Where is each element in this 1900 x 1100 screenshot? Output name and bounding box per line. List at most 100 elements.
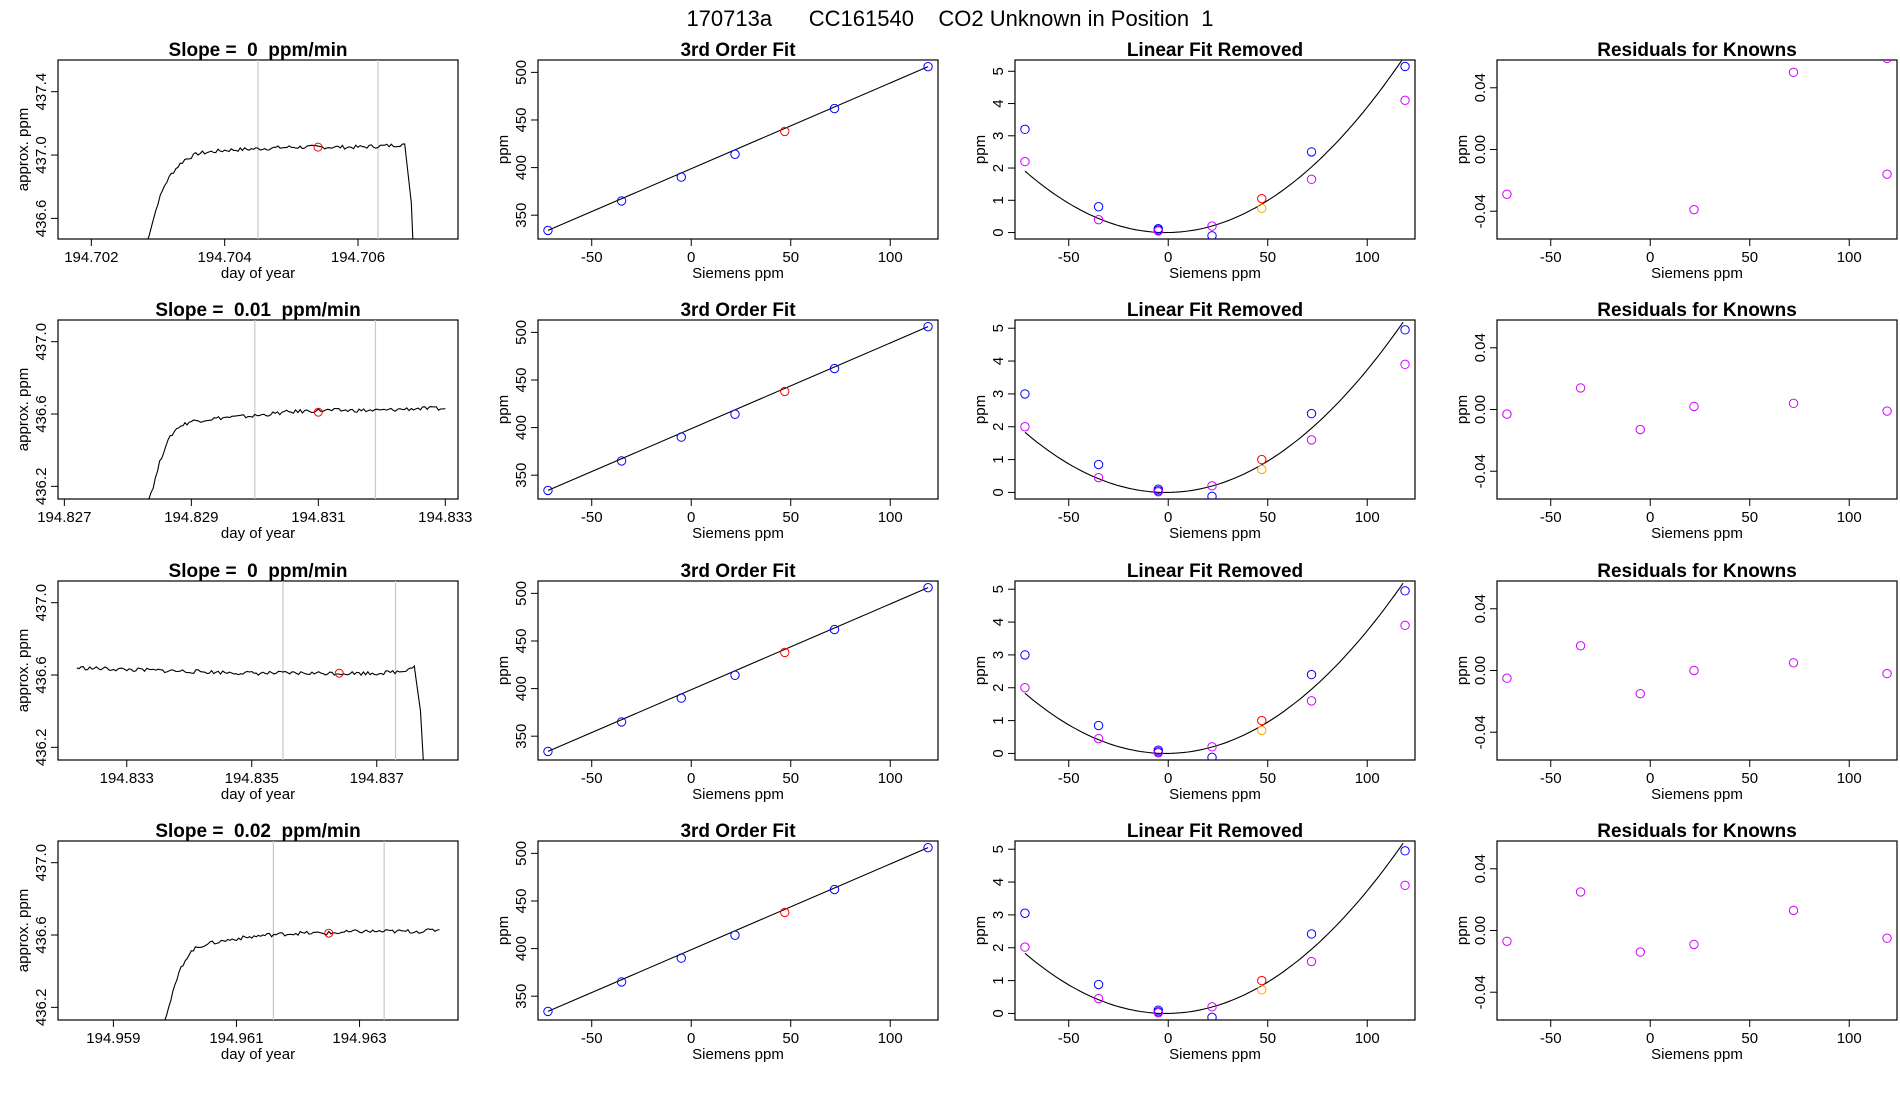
x-axis-label: Siemens ppm	[692, 786, 784, 803]
x-tick-label: 50	[1741, 509, 1758, 526]
y-tick-label: 450	[513, 888, 530, 913]
panel-r1c2: 3rd Order Fit -50 0 50 100 350 400 450 500 Siemen…	[495, 40, 939, 282]
y-tick-label: 4	[990, 878, 1007, 886]
known-point	[829, 624, 840, 635]
known-point	[1400, 61, 1410, 72]
signal-trace	[164, 928, 440, 1020]
purple-point	[1306, 435, 1317, 445]
x-tick-label: -50	[1540, 1030, 1562, 1047]
x-tick-label: 194.959	[86, 1030, 140, 1047]
purple-point	[1207, 481, 1217, 491]
x-tick-label: 194.704	[198, 249, 252, 266]
known-point	[1400, 586, 1410, 596]
unknown-point	[780, 386, 790, 397]
x-tick-label: 194.837	[350, 770, 404, 787]
x-tick-label: 194.835	[225, 770, 279, 787]
purple-point	[1575, 641, 1586, 651]
purple-point	[1788, 658, 1799, 668]
purple-point	[1882, 60, 1892, 64]
y-tick-label: 0.04	[1472, 854, 1489, 883]
plot-frame	[537, 59, 939, 240]
known-point	[1153, 223, 1163, 234]
x-tick-label: -50	[581, 1030, 603, 1047]
y-tick-label: 350	[513, 724, 530, 749]
plot-area	[148, 320, 446, 499]
unknown-point	[780, 907, 790, 918]
known-point	[676, 953, 686, 963]
known-point	[730, 670, 740, 680]
fit-line	[547, 847, 929, 1012]
x-tick-label: -50	[1058, 1030, 1080, 1047]
x-tick-label: 100	[1837, 770, 1862, 787]
purple-point	[1400, 95, 1410, 106]
known-point	[1153, 484, 1163, 494]
plot-area	[1020, 582, 1410, 760]
x-tick-label: 0	[1164, 249, 1172, 266]
x-tick-label: -50	[581, 249, 603, 266]
x-tick-label: 50	[1741, 770, 1758, 787]
known-point	[543, 225, 553, 236]
y-tick-label: 436.6	[33, 200, 50, 238]
known-point	[1020, 650, 1030, 660]
y-tick-label: 450	[513, 628, 530, 653]
plot-area	[1502, 641, 1892, 699]
y-tick-label: 436.6	[33, 656, 50, 694]
purple-point	[1306, 956, 1317, 967]
known-point	[923, 61, 933, 72]
x-tick-label: 50	[782, 1030, 799, 1047]
x-tick-label: 194.706	[331, 249, 385, 266]
known-point	[730, 149, 740, 159]
y-axis-label: ppm	[1454, 395, 1471, 424]
panel-r1c3: Linear Fit Removed -50 0 50 100 0 1 2 3 4 5 Siemens…	[972, 40, 1416, 282]
y-tick-label: 0.00	[1472, 135, 1489, 164]
purple-point	[1020, 422, 1030, 432]
plot-area	[1502, 887, 1892, 957]
x-tick-label: -50	[1540, 770, 1562, 787]
known-point	[730, 930, 740, 940]
purple-point	[1207, 221, 1217, 231]
fit-line	[547, 66, 929, 231]
purple-point	[1502, 189, 1512, 199]
y-axis-label: ppm	[495, 656, 512, 685]
y-tick-label: 350	[513, 984, 530, 1009]
known-point	[1306, 669, 1317, 680]
known-point	[616, 717, 627, 727]
known-point	[829, 103, 840, 114]
unknown-point	[1257, 975, 1267, 986]
purple-point	[1689, 401, 1699, 412]
purple-point	[1207, 1002, 1217, 1012]
x-tick-label: 194.829	[164, 509, 218, 526]
y-tick-label: 0.04	[1472, 333, 1489, 362]
purple-point	[1575, 383, 1586, 393]
y-tick-label: 436.2	[33, 729, 50, 767]
purple-point	[1882, 668, 1892, 679]
purple-point	[1635, 424, 1645, 435]
x-axis-label: Siemens ppm	[1651, 525, 1743, 542]
y-tick-label: 2	[990, 944, 1007, 952]
y-axis-label: ppm	[972, 656, 989, 685]
y-tick-label: 3	[990, 651, 1007, 659]
panel-title: Linear Fit Removed	[1127, 300, 1303, 321]
x-tick-label: 100	[1837, 1030, 1862, 1047]
known-point	[1093, 720, 1104, 731]
panel-r2c3: Linear Fit Removed -50 0 50 100 0 1 2 3 4 5 Siemens…	[972, 300, 1416, 542]
purple-point	[1153, 1008, 1163, 1018]
unknown-marker	[334, 668, 344, 678]
figure-title: 170713a CC161540 CO2 Unknown in Position…	[686, 6, 1213, 31]
panel-title: Slope = 0.02 ppm/min	[155, 821, 360, 842]
y-axis-label: ppm	[1454, 656, 1471, 685]
plot-frame	[1496, 840, 1898, 1021]
purple-point	[1153, 748, 1163, 758]
unknown-marker	[313, 142, 323, 152]
x-axis-label: day of year	[221, 525, 295, 542]
panel-r2c2: 3rd Order Fit -50 0 50 100 350 400 450 500 Siemen…	[495, 300, 939, 542]
x-tick-label: 100	[1837, 249, 1862, 266]
y-tick-label: 1	[990, 196, 1007, 204]
unknown-point	[1257, 193, 1267, 204]
x-tick-label: 50	[1259, 249, 1276, 266]
known-point	[1020, 908, 1030, 918]
purple-point	[1020, 156, 1030, 167]
plot-area	[1502, 383, 1892, 435]
purple-point	[1093, 993, 1104, 1004]
orange-point	[1257, 985, 1267, 995]
